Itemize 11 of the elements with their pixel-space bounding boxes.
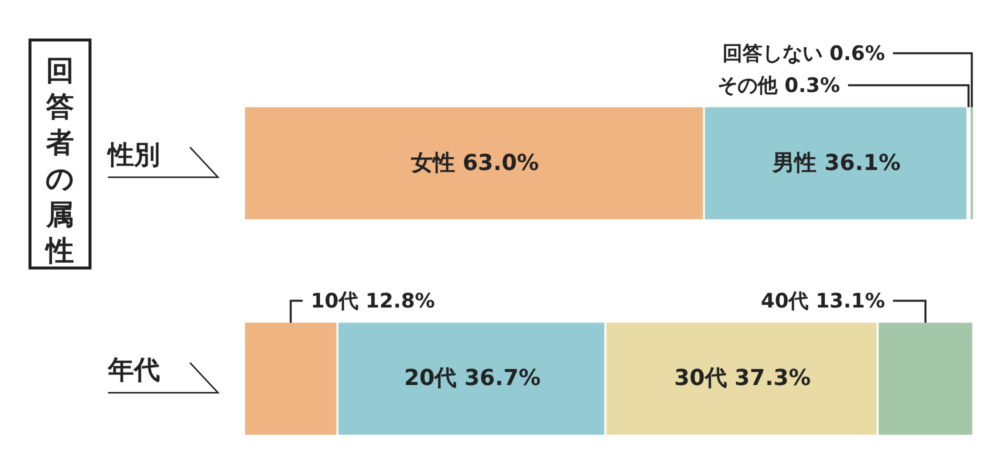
y-tick-label: 年代: [107, 356, 160, 386]
data-label: 男性 36.1%: [772, 150, 901, 176]
text: 回答者の属性: [44, 54, 74, 267]
y-tick-label: 性別: [106, 140, 160, 170]
data-label: 10代 12.8%: [310, 288, 435, 313]
data-label: その他 0.3%: [718, 73, 840, 98]
data-label: 40代 13.1%: [760, 288, 885, 313]
data-label: 回答しない 0.6%: [722, 41, 885, 66]
data-label: 女性 63.0%: [410, 150, 539, 176]
data-label: 30代 37.3%: [674, 366, 811, 392]
data-label: 20代 36.7%: [404, 366, 541, 392]
